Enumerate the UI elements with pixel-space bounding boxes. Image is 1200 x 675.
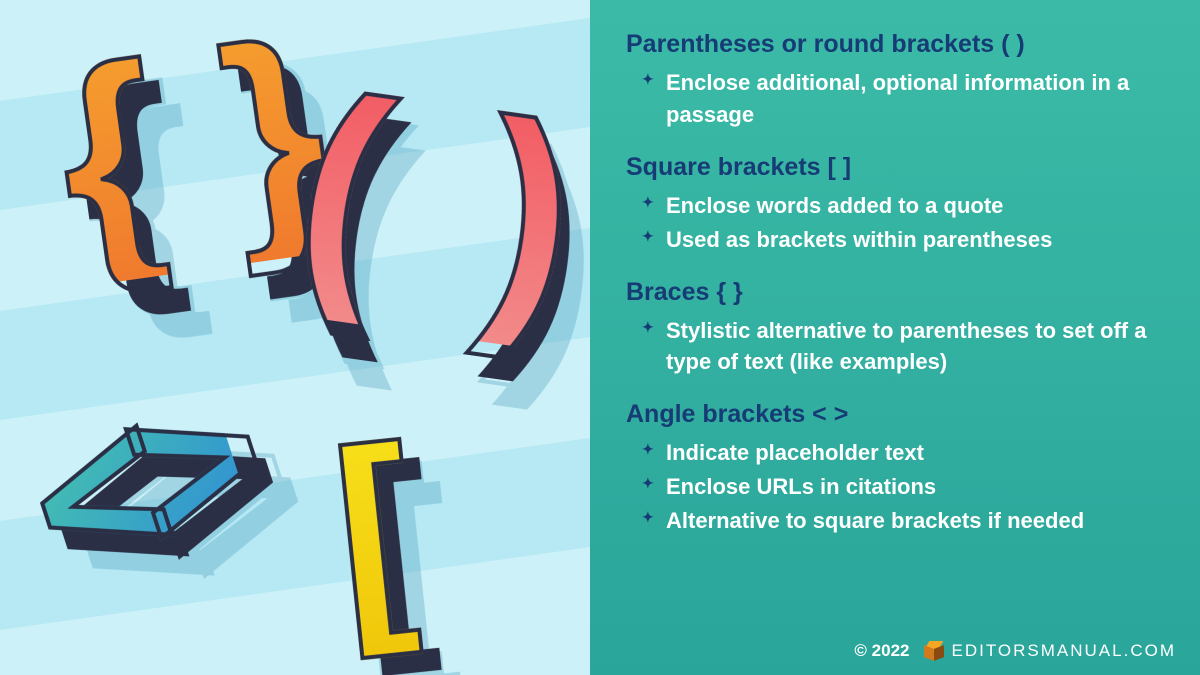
bullet-item: Alternative to square brackets if needed [648,505,1168,537]
section-heading: Braces { } [626,278,1168,307]
copyright-text: © 2022 [854,641,909,661]
infographic-page: { } { } ( ) ( ) <> <> [ ] [ ] Parenthese… [0,0,1200,675]
section-parentheses: Parentheses or round brackets ( ) Enclos… [626,30,1168,131]
section-heading: Angle brackets < > [626,400,1168,429]
square-brackets-glyph: [ ] [ ] [289,381,590,668]
section-square-brackets: Square brackets [ ] Enclose words added … [626,153,1168,256]
section-angle-brackets: Angle brackets < > Indicate placeholder … [626,400,1168,537]
section-heading: Parentheses or round brackets ( ) [626,30,1168,59]
bullet-item: Enclose words added to a quote [648,190,1168,222]
bullet-item: Enclose additional, optional information… [648,67,1168,131]
footer: © 2022 EDITORSMANUAL.COM [854,641,1176,661]
section-heading: Square brackets [ ] [626,153,1168,182]
parentheses-glyph: ( ) ( ) [283,56,590,353]
bullet-item: Enclose URLs in citations [648,471,1168,503]
text-panel: Parentheses or round brackets ( ) Enclos… [590,0,1200,675]
illustration-panel: { } { } ( ) ( ) <> <> [ ] [ ] [0,0,590,675]
bullet-item: Used as brackets within parentheses [648,224,1168,256]
cube-icon [924,641,944,661]
site-name: EDITORSMANUAL.COM [952,641,1177,661]
bullet-item: Indicate placeholder text [648,437,1168,469]
bullet-item: Stylistic alternative to parentheses to … [648,315,1168,379]
section-braces: Braces { } Stylistic alternative to pare… [626,278,1168,379]
